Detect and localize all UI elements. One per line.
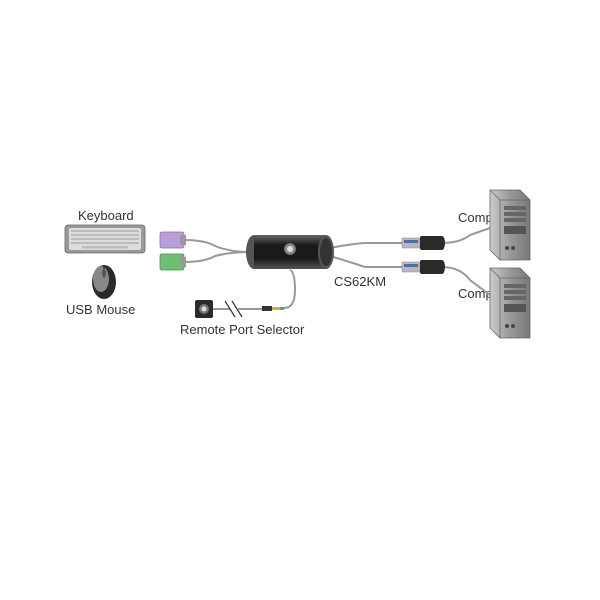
mouse-icon <box>92 265 116 299</box>
diagram-svg <box>0 0 600 600</box>
mouse-connector-icon <box>160 254 186 270</box>
usb-connector-2-icon <box>402 260 445 274</box>
usb-connector-1-icon <box>402 236 445 250</box>
computer-1-icon <box>490 190 530 260</box>
remote-selector-icon <box>195 300 213 318</box>
keyboard-connector-icon <box>160 232 186 248</box>
keyboard-icon <box>65 225 145 253</box>
diagram-canvas: Keyboard USB Mouse Remote Port Selector … <box>0 0 600 600</box>
computer-2-icon <box>490 268 530 338</box>
kvm-switch-icon <box>246 235 334 269</box>
audio-jack-icon <box>262 306 284 311</box>
